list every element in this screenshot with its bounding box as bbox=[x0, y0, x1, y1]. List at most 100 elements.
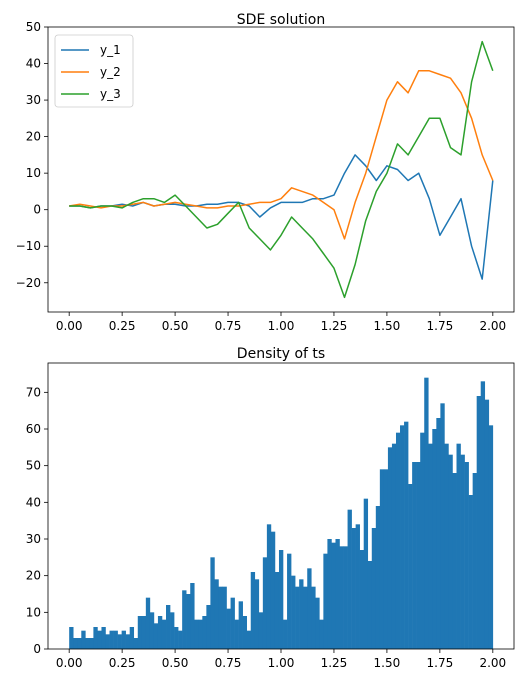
histogram-bar bbox=[226, 608, 231, 649]
x-axis: 0.00 0.25 0.50 0.75 1.00 1.25 1.50 1.75 2.00 bbox=[56, 312, 506, 333]
histogram-bar bbox=[214, 579, 219, 649]
histogram-bar bbox=[97, 630, 102, 649]
histogram-bar bbox=[488, 425, 494, 649]
y-tick-label: −10 bbox=[16, 239, 41, 253]
histogram-bar bbox=[480, 381, 486, 649]
histogram-bar bbox=[190, 583, 195, 649]
histogram-bar bbox=[234, 619, 239, 649]
series-lines bbox=[69, 40, 494, 299]
histogram-bar bbox=[460, 454, 465, 649]
histogram-bar bbox=[444, 443, 449, 649]
histogram-bar bbox=[464, 462, 469, 649]
histogram-bar bbox=[323, 553, 328, 649]
histogram-bar bbox=[174, 627, 179, 649]
y-tick-label: 20 bbox=[26, 569, 41, 583]
legend: y_1 y_2 y_3 bbox=[54, 34, 134, 108]
x-tick-label: 0.25 bbox=[109, 319, 136, 333]
histogram-bar bbox=[274, 572, 280, 649]
histogram-bar bbox=[182, 590, 187, 649]
histogram-bar bbox=[246, 630, 252, 649]
histogram-bar bbox=[125, 634, 130, 649]
x-tick-label: 1.75 bbox=[427, 656, 454, 670]
histogram-bar bbox=[416, 462, 421, 649]
histogram-bar bbox=[89, 638, 94, 649]
histogram-bar bbox=[307, 568, 312, 649]
y-tick-label: 40 bbox=[26, 495, 41, 509]
histogram-bar bbox=[351, 528, 356, 649]
y-tick-label: 40 bbox=[26, 57, 41, 71]
x-tick-label: 1.50 bbox=[374, 319, 401, 333]
histogram-bar bbox=[359, 550, 365, 649]
histogram-bar bbox=[371, 528, 377, 649]
x-tick-label: 1.25 bbox=[321, 656, 348, 670]
histogram-bar bbox=[254, 579, 260, 649]
y-tick-label: 0 bbox=[33, 203, 41, 217]
histogram-bar bbox=[109, 630, 114, 649]
histogram-bar bbox=[73, 638, 78, 649]
histogram-bar bbox=[105, 634, 110, 649]
histogram-bar bbox=[210, 557, 215, 649]
histogram-bar bbox=[278, 550, 284, 649]
histogram-bar bbox=[222, 586, 227, 649]
y-tick-label: 70 bbox=[26, 385, 41, 399]
histogram-bar bbox=[230, 597, 235, 649]
x-tick-label: 0.50 bbox=[162, 656, 189, 670]
legend-label: y_3 bbox=[100, 87, 121, 101]
chart-title: SDE solution bbox=[237, 12, 325, 28]
histogram-bar bbox=[355, 524, 360, 649]
y-tick-label: 30 bbox=[26, 93, 41, 107]
histogram-bar bbox=[270, 531, 276, 649]
histogram-bar bbox=[339, 546, 344, 649]
y-tick-label: 60 bbox=[26, 422, 41, 436]
histogram-bar bbox=[242, 616, 247, 649]
histogram-bar bbox=[170, 612, 175, 649]
x-tick-label: 1.50 bbox=[374, 656, 401, 670]
y-tick-label: 20 bbox=[26, 130, 41, 144]
histogram-bar bbox=[218, 586, 223, 649]
histogram-bar bbox=[424, 377, 429, 649]
histogram-bar bbox=[299, 579, 304, 649]
y-tick-label: −20 bbox=[16, 276, 41, 290]
histogram-bar bbox=[266, 524, 272, 649]
histogram-bar bbox=[428, 443, 433, 649]
histogram-bar bbox=[456, 443, 461, 649]
histogram-bar bbox=[101, 627, 106, 649]
y-tick-label: 10 bbox=[26, 605, 41, 619]
histogram-bar bbox=[287, 553, 292, 649]
histogram-bar bbox=[440, 403, 445, 649]
histogram-bar bbox=[303, 586, 308, 649]
histogram-bar bbox=[121, 630, 126, 649]
histogram-bar bbox=[335, 539, 340, 649]
histogram-bar bbox=[343, 546, 348, 649]
histogram-bar bbox=[383, 469, 389, 649]
chart-title: Density of ts bbox=[237, 346, 325, 362]
histogram-bar bbox=[375, 506, 381, 649]
histogram-bar bbox=[327, 539, 332, 649]
histogram-bar bbox=[166, 605, 171, 649]
histogram-bar bbox=[295, 586, 300, 649]
y-tick-label: 10 bbox=[26, 166, 41, 180]
histogram-bar bbox=[319, 619, 324, 649]
legend-box bbox=[54, 34, 134, 108]
histogram-bar bbox=[408, 484, 413, 649]
histogram-bar bbox=[157, 616, 163, 649]
series-line-y-1 bbox=[69, 154, 494, 280]
histogram-bar bbox=[331, 542, 336, 649]
x-tick-label: 2.00 bbox=[479, 319, 506, 333]
histogram-bar bbox=[194, 619, 199, 649]
x-tick-label: 1.00 bbox=[268, 656, 295, 670]
histogram-bar bbox=[400, 425, 405, 649]
histogram-bar bbox=[262, 557, 268, 649]
histogram-bar bbox=[133, 638, 139, 649]
histogram-bar bbox=[395, 432, 401, 649]
histogram-bar bbox=[137, 616, 143, 649]
x-tick-label: 0.00 bbox=[56, 319, 83, 333]
histogram-bar bbox=[432, 429, 437, 649]
x-tick-label: 0.75 bbox=[215, 656, 242, 670]
series-line-y-2 bbox=[69, 70, 494, 240]
histogram-bar bbox=[291, 575, 296, 649]
x-tick-label: 0.25 bbox=[109, 656, 136, 670]
histogram-bar bbox=[202, 616, 207, 649]
histogram-bar bbox=[468, 495, 473, 649]
